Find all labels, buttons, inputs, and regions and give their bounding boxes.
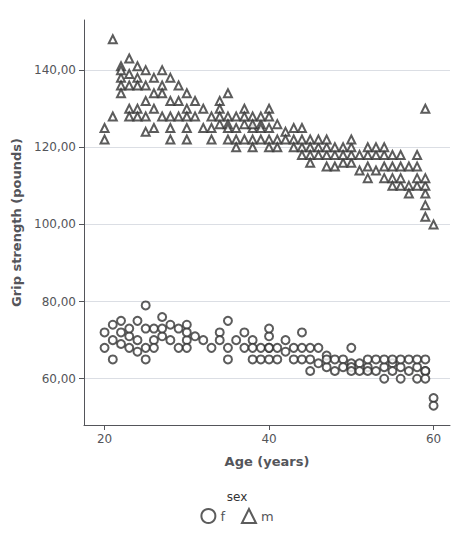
svg-text:f: f	[220, 509, 225, 524]
svg-text:140,00: 140,00	[34, 63, 76, 77]
svg-text:60: 60	[426, 432, 441, 446]
svg-text:Grip strength (pounds): Grip strength (pounds)	[9, 138, 24, 307]
svg-text:20: 20	[97, 432, 112, 446]
svg-text:40: 40	[261, 432, 276, 446]
svg-text:60,00: 60,00	[42, 372, 76, 386]
svg-text:100,00: 100,00	[34, 217, 76, 231]
svg-text:120,00: 120,00	[34, 140, 76, 154]
svg-text:80,00: 80,00	[42, 295, 76, 309]
svg-text:Age (years): Age (years)	[225, 454, 310, 469]
svg-text:m: m	[261, 509, 274, 524]
svg-text:sex: sex	[227, 490, 248, 504]
